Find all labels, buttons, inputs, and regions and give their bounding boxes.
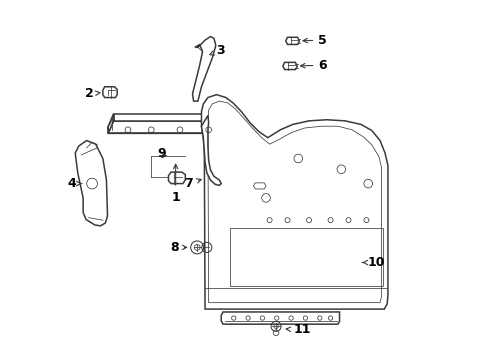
Text: 6: 6 — [300, 59, 326, 72]
Text: 3: 3 — [209, 44, 224, 57]
Polygon shape — [253, 183, 265, 189]
Text: 11: 11 — [285, 323, 310, 336]
Polygon shape — [285, 37, 299, 44]
Polygon shape — [201, 95, 387, 309]
Polygon shape — [75, 140, 107, 226]
Text: 5: 5 — [303, 33, 326, 47]
Polygon shape — [108, 114, 113, 134]
Polygon shape — [192, 37, 215, 101]
Polygon shape — [201, 116, 221, 185]
Polygon shape — [108, 121, 241, 134]
Polygon shape — [221, 312, 339, 324]
Text: 1: 1 — [171, 164, 180, 204]
Text: 10: 10 — [362, 256, 385, 269]
Polygon shape — [102, 87, 117, 98]
Polygon shape — [168, 172, 185, 184]
Text: 8: 8 — [170, 241, 186, 254]
Text: 2: 2 — [85, 87, 100, 100]
Polygon shape — [113, 114, 241, 121]
Polygon shape — [282, 62, 297, 69]
Text: 7: 7 — [184, 177, 201, 190]
Text: 4: 4 — [67, 177, 81, 190]
Polygon shape — [231, 114, 241, 134]
Text: 9: 9 — [158, 147, 166, 159]
